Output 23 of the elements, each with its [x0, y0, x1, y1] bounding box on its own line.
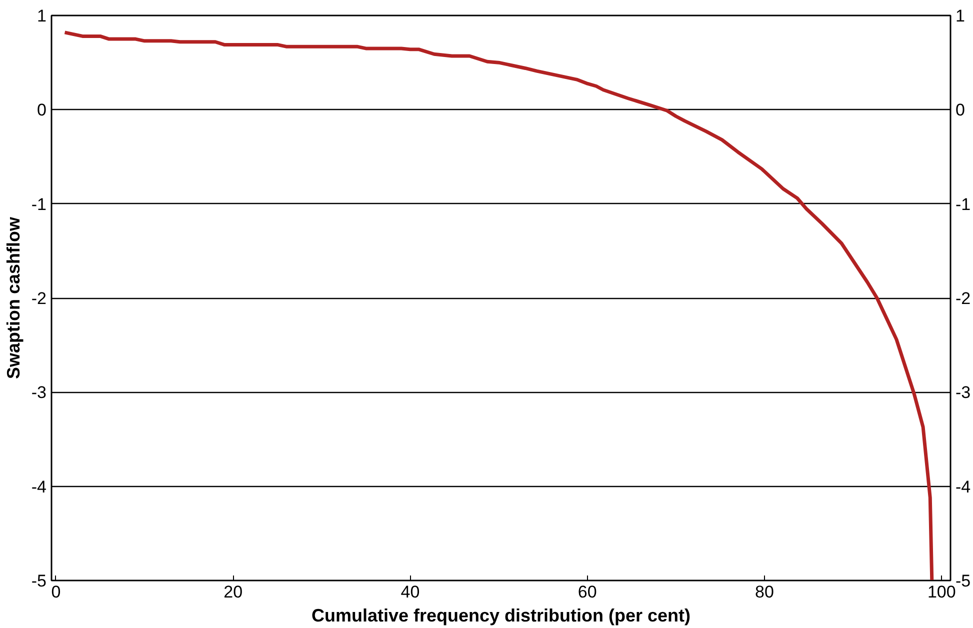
y2-tick-label: -3: [956, 383, 971, 402]
x-tick-label: 40: [400, 582, 420, 602]
x-tick-label: 20: [224, 582, 243, 602]
y-tick-label: -2: [31, 289, 47, 308]
y-tick-label: 0: [37, 100, 47, 120]
x-tick-label: 0: [51, 582, 61, 602]
y2-tick-label: -1: [956, 194, 971, 214]
line-series: [63, 30, 934, 580]
y-tick-label: -1: [31, 194, 47, 214]
y2-tick-label: -2: [956, 289, 971, 308]
y-tick-label: -3: [31, 383, 47, 402]
y-tick-label: -5: [31, 572, 47, 590]
y-tick-label: -4: [31, 477, 47, 496]
y2-tick-label: 1: [956, 6, 965, 26]
y-axis-title: Swaption cashflow: [3, 216, 24, 380]
x-tick-label: 60: [578, 582, 597, 602]
y2-tick-label: 0: [956, 100, 965, 120]
x-tick-label: 80: [755, 582, 774, 602]
x-axis-title: Cumulative frequency distribution (per cent): [311, 606, 691, 626]
y2-tick-label: -5: [956, 572, 971, 590]
x-tick-label: 100: [927, 582, 956, 602]
y-tick-label: 1: [37, 6, 47, 26]
y2-tick-label: -4: [956, 477, 971, 496]
